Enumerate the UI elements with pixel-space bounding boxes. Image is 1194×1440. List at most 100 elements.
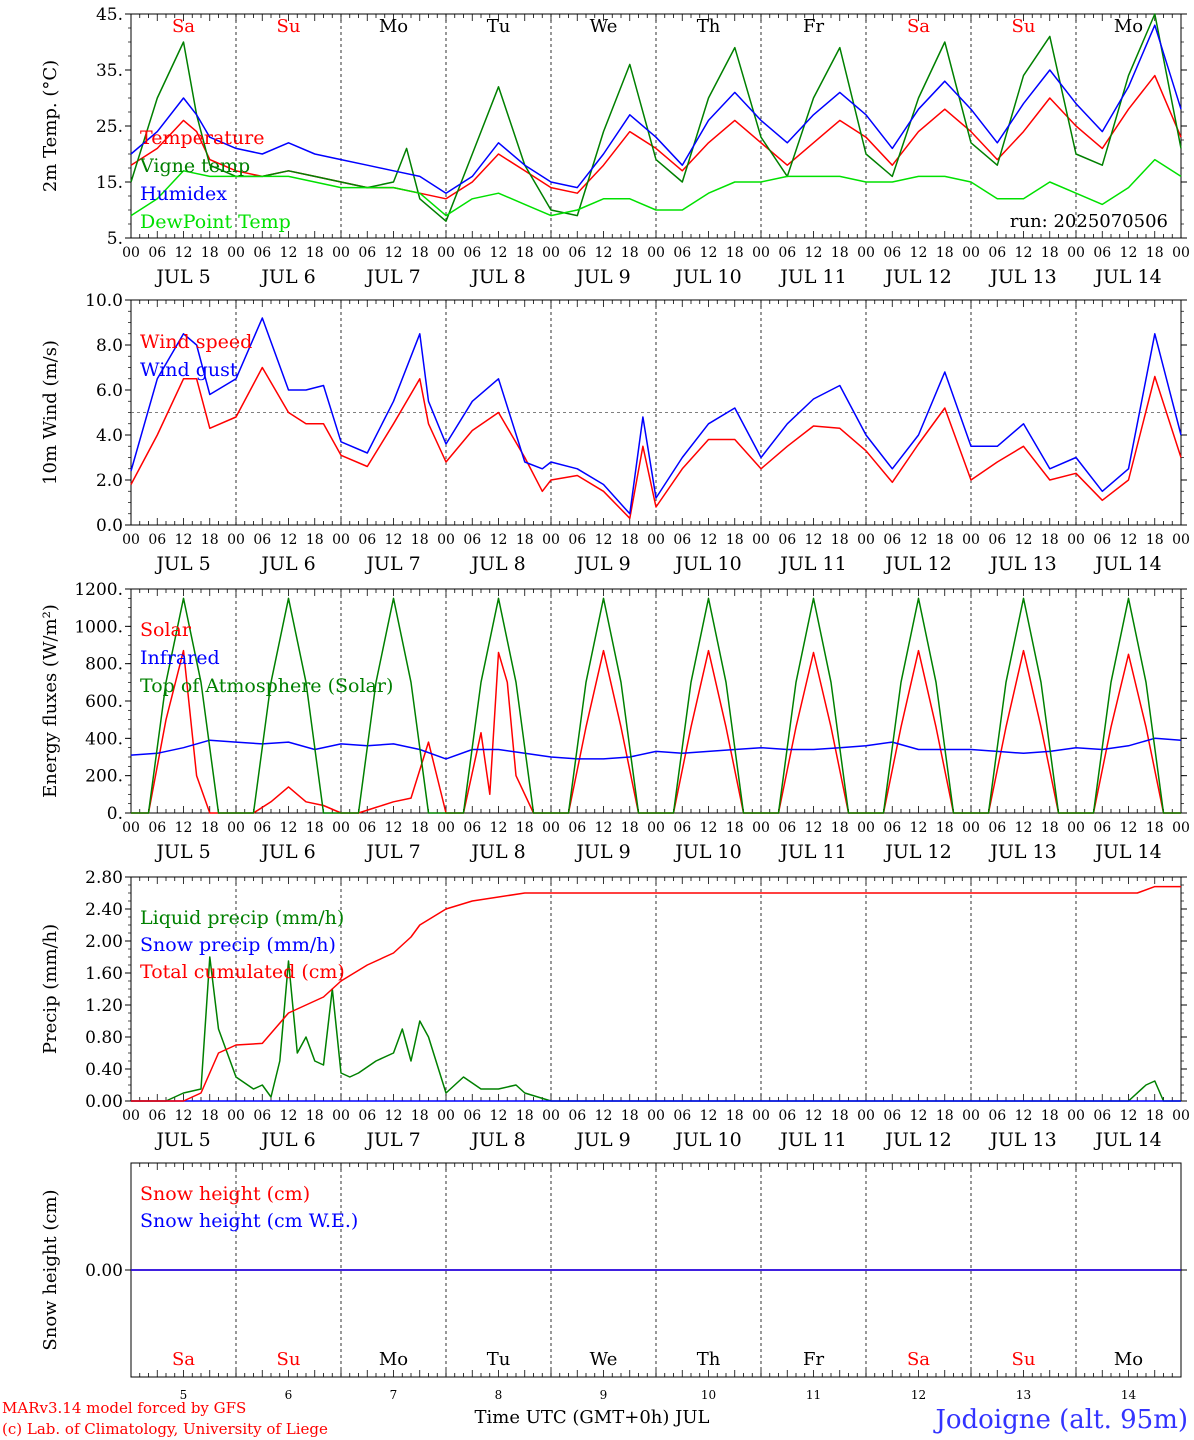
hour-tick-label: 06 [253, 1108, 271, 1124]
hour-tick-label: 12 [595, 245, 613, 261]
hour-tick-label: 18 [936, 820, 954, 836]
y-tick-label: 2.40 [85, 900, 123, 920]
hour-tick-label: 12 [175, 1108, 193, 1124]
series-line-top-of-atmosphere-solar [131, 597, 1181, 814]
hour-tick-label: 18 [201, 1108, 219, 1124]
weekday-label: Tu [487, 16, 511, 37]
hour-tick-label: 06 [568, 532, 586, 548]
hour-tick-label: 12 [595, 820, 613, 836]
hour-tick-label: 00 [437, 820, 455, 836]
y-tick-label: 2.80 [85, 868, 123, 888]
y-tick-label: 200. [85, 767, 123, 787]
hour-tick-label: 12 [280, 245, 298, 261]
hour-tick-label: 18 [411, 820, 429, 836]
hour-tick-label: 06 [568, 1108, 586, 1124]
date-label: JUL 9 [574, 266, 630, 288]
hour-tick-label: 00 [962, 1108, 980, 1124]
y-tick-label: 0. [107, 804, 123, 824]
y-tick-label: 5. [107, 229, 123, 249]
hour-tick-label: 12 [1120, 1108, 1138, 1124]
hour-tick-label: 12 [700, 245, 718, 261]
hour-tick-label: 18 [726, 1108, 744, 1124]
hour-tick-label: 06 [568, 245, 586, 261]
hour-tick-label: 12 [595, 1108, 613, 1124]
hour-tick-label: 06 [778, 1108, 796, 1124]
hour-tick-label: 18 [726, 532, 744, 548]
hour-tick-label: 06 [988, 1108, 1006, 1124]
hour-tick-label: 06 [253, 820, 271, 836]
hour-tick-label: 12 [175, 820, 193, 836]
weekday-label: Su [277, 1349, 301, 1370]
date-label: JUL 8 [469, 841, 525, 863]
date-label: JUL 11 [778, 553, 846, 575]
hour-tick-label: 12 [700, 532, 718, 548]
hour-tick-label: 00 [1172, 245, 1190, 261]
energy-panel: 00 06 12 18 00 06 12 18 00 06 12 18 00 06 12 18 00 06 12 18… [40, 580, 1190, 863]
hour-tick-label: 18 [411, 245, 429, 261]
hour-tick-label: 06 [148, 1108, 166, 1124]
hour-tick-label: 12 [280, 1108, 298, 1124]
hour-tick-label: 12 [175, 245, 193, 261]
date-label: JUL 7 [364, 1129, 420, 1151]
hour-tick-label: 18 [1146, 245, 1164, 261]
hour-tick-label: 00 [332, 820, 350, 836]
y-tick-label: 400. [85, 729, 123, 749]
hour-tick-label: 18 [831, 820, 849, 836]
weekday-label: Sa [172, 16, 195, 37]
date-label: JUL 5 [154, 553, 210, 575]
plot-frame [130, 13, 1182, 239]
date-label: JUL 6 [259, 841, 315, 863]
weekday-label: Su [1012, 16, 1036, 37]
hour-tick-label: 18 [1041, 245, 1059, 261]
legend-entry: Vigne temp [139, 155, 250, 177]
hour-tick-label: 06 [148, 245, 166, 261]
y-tick-label: 2.0 [96, 471, 123, 491]
series-line-total-cumulated-cm [131, 885, 1181, 1102]
y-tick-label: 4.0 [96, 426, 123, 446]
hour-tick-label: 18 [201, 245, 219, 261]
y-axis-label: Snow height (cm) [40, 1189, 61, 1350]
hour-tick-label: 18 [516, 245, 534, 261]
hour-tick-label: 12 [595, 532, 613, 548]
hour-tick-label: 12 [1015, 1108, 1033, 1124]
hour-tick-label: 12 [805, 532, 823, 548]
y-tick-label: 1000. [74, 617, 123, 637]
hour-tick-label: 00 [227, 245, 245, 261]
hour-tick-label: 18 [621, 1108, 639, 1124]
legend-entry: Wind gust [140, 359, 238, 381]
date-label: JUL 10 [673, 553, 741, 575]
hour-tick-label: 18 [306, 532, 324, 548]
y-axis-label: 2m Temp. (°C) [40, 60, 61, 192]
hour-tick-label: 00 [752, 532, 770, 548]
date-label: JUL 14 [1093, 266, 1161, 288]
hour-tick-label: 00 [542, 245, 560, 261]
weekday-label: We [590, 1349, 618, 1370]
hour-tick-label: 12 [805, 1108, 823, 1124]
date-label: JUL 14 [1093, 841, 1161, 863]
hour-tick-label: 12 [385, 245, 403, 261]
date-label: JUL 12 [883, 841, 951, 863]
hour-tick-label: 12 [280, 820, 298, 836]
y-tick-label: 0.00 [85, 1261, 123, 1281]
hour-tick-label: 18 [831, 532, 849, 548]
date-label: JUL 5 [154, 266, 210, 288]
legend-entry: Total cumulated (cm) [140, 961, 345, 983]
series-line-vigne-temp [130, 13, 1182, 222]
hour-tick-label: 00 [542, 1108, 560, 1124]
hour-tick-label: 00 [542, 820, 560, 836]
y-tick-label: 10.0 [85, 291, 123, 311]
weekday-label: Mo [379, 16, 408, 37]
hour-tick-label: 18 [306, 245, 324, 261]
legend-entry: Snow height (cm) [140, 1183, 310, 1205]
wind-panel: 00 06 12 18 00 06 12 18 00 06 12 18 00 06 12 18 00 06 12 18… [40, 291, 1190, 575]
hour-tick-label: 18 [936, 1108, 954, 1124]
weekday-label: Su [1012, 1349, 1036, 1370]
date-label: JUL 12 [883, 553, 951, 575]
hour-tick-label: 12 [490, 532, 508, 548]
hour-tick-label: 18 [516, 820, 534, 836]
date-label: JUL 11 [778, 266, 846, 288]
date-label: JUL 11 [778, 1129, 846, 1151]
weekday-label: Sa [907, 1349, 930, 1370]
weekday-label: Fr [803, 1349, 824, 1370]
